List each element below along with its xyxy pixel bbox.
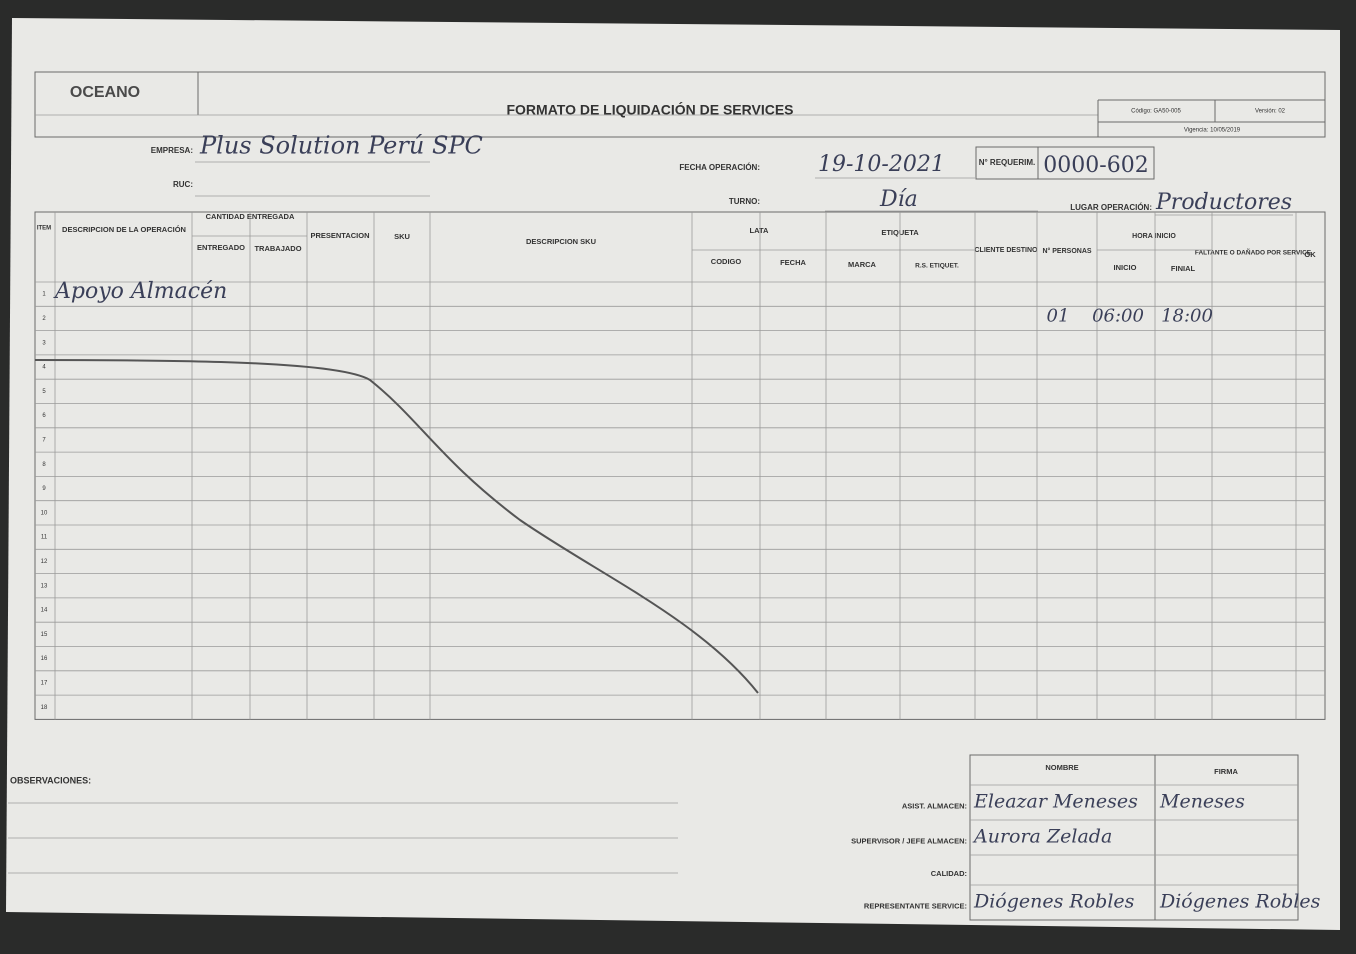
sig-signature: Meneses (1159, 791, 1245, 813)
sig-role: SUPERVISOR / JEFE ALMACEN: (851, 836, 967, 845)
item-number: 9 (42, 486, 46, 492)
field-value: 19-10-2021 (818, 152, 945, 177)
col-header: FALTANTE O DAÑADO POR SERVICE (1195, 248, 1312, 257)
sig-header: FIRMA (1214, 767, 1238, 776)
item-number: 13 (41, 583, 48, 589)
field-label: EMPRESA: (151, 146, 193, 155)
col-header: FECHA (780, 258, 806, 267)
item-number: 17 (41, 681, 48, 687)
col-header: CODIGO (711, 257, 742, 266)
sig-name: Diógenes Robles (973, 891, 1135, 913)
table-grid: 1 Apoyo Almacén 2 01 06:00 18:00 3 4 5 6 7 8 9 10 11 12… (34, 211, 1326, 720)
field-label: TURNO: (729, 197, 760, 206)
item-number: 16 (41, 656, 48, 662)
item-number: 14 (41, 608, 48, 614)
cell-value: 06:00 (1092, 305, 1144, 326)
item-number: 2 (42, 316, 46, 322)
strike-line (34, 359, 759, 694)
col-header: DESCRIPCION SKU (526, 237, 596, 246)
sig-header: NOMBRE (1045, 763, 1078, 772)
field-label: N° REQUERIM. (979, 158, 1036, 167)
sig-role: REPRESENTANTE SERVICE: (864, 901, 967, 910)
item-number: 1 (42, 292, 46, 298)
col-header: PRESENTACION (310, 231, 369, 240)
sig-role: CALIDAD: (931, 869, 967, 878)
field-value: Día (879, 187, 918, 212)
col-header: DESCRIPCION DE LA OPERACIÓN (62, 225, 186, 234)
field-value: Productores (1155, 190, 1292, 215)
item-number: 18 (41, 705, 48, 711)
form-validity: Vigencia: 10/05/2019 (1184, 128, 1241, 134)
sig-role: ASIST. ALMACEN: (902, 801, 967, 810)
item-number: 5 (42, 389, 46, 395)
col-header: ITEM (37, 226, 51, 232)
col-header: ENTREGADO (197, 243, 245, 252)
item-number: 15 (41, 632, 48, 638)
col-header: R.S. ETIQUET. (915, 263, 959, 270)
col-header: INICIO (1114, 263, 1137, 272)
item-number: 7 (42, 438, 46, 444)
col-header: OK (1304, 250, 1316, 259)
sig-signature: Diógenes Robles (1159, 891, 1321, 913)
sig-name: Eleazar Meneses (973, 791, 1138, 813)
field-value: 0000-602 (1043, 153, 1148, 178)
table-border (34, 211, 1326, 720)
col-header: MARCA (848, 260, 876, 269)
field-label: FECHA OPERACIÓN: (679, 163, 760, 172)
signature-box (969, 754, 1299, 921)
observations-label: OBSERVACIONES: (10, 775, 91, 785)
item-number: 6 (42, 413, 46, 419)
form-code: Código: GA50-005 (1131, 109, 1181, 115)
item-number: 11 (41, 535, 48, 541)
item-number: 10 (41, 510, 48, 516)
requerim-value-box (1037, 146, 1155, 180)
form-title: FORMATO DE LIQUIDACIÓN DE SERVICES (506, 101, 793, 118)
col-header: FINIAL (1171, 264, 1196, 273)
item-number: 3 (42, 340, 46, 346)
form-version: Versión: 02 (1255, 109, 1286, 115)
col-header: TRABAJADO (254, 244, 301, 253)
col-header: SKU (394, 232, 410, 241)
col-header: CLIENTE DESTINO (974, 247, 1038, 254)
logo: OCEANO (70, 84, 140, 101)
item-number: 8 (42, 462, 46, 468)
paper (6, 18, 1340, 930)
header-box (34, 71, 1326, 138)
item-number: 12 (41, 559, 48, 565)
field-label: LUGAR OPERACIÓN: (1070, 203, 1152, 212)
field-label: RUC: (173, 180, 193, 189)
sig-name: Aurora Zelada (972, 826, 1112, 848)
cell-value: Apoyo Almacén (53, 279, 227, 304)
cell-value: 18:00 (1161, 305, 1213, 326)
field-value: Plus Solution Perú SPC (199, 132, 483, 160)
signature-rows: ASIST. ALMACEN: Eleazar Meneses Meneses SUP… (851, 784, 1321, 913)
col-header: LATA (750, 226, 769, 235)
col-header: N° PERSONAS (1042, 247, 1091, 255)
cell-value: 01 (1047, 305, 1070, 326)
item-number: 4 (42, 365, 46, 371)
col-header: HORA INICIO (1132, 233, 1176, 240)
